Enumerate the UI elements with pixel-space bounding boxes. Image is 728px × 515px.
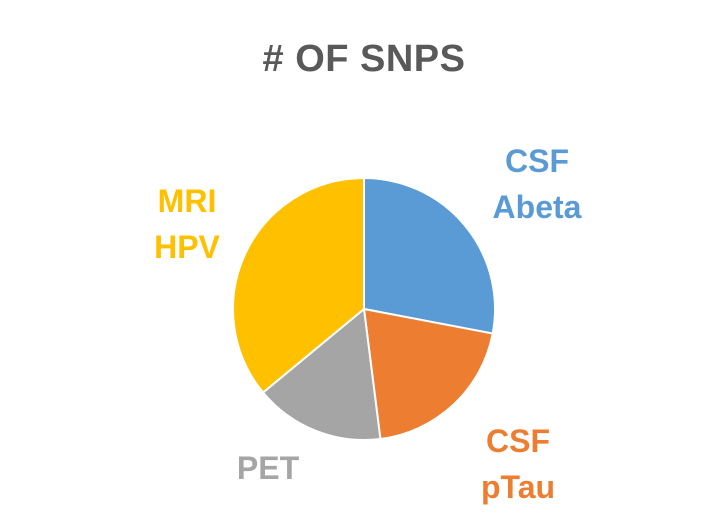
slice-label-pet: PET <box>213 445 323 491</box>
slice-label-line: MRI <box>157 183 217 219</box>
slice-label-mri-hpv: MRI HPV <box>132 178 242 270</box>
pie-slice-csf-abeta <box>363 176 496 335</box>
slice-label-line: CSF <box>486 423 550 459</box>
slice-label-line: Abeta <box>492 189 582 225</box>
slice-label-line: pTau <box>480 469 556 505</box>
pie-slice-csf-ptau <box>362 307 494 441</box>
pie-slice-pet <box>261 307 382 441</box>
slice-label-line: HPV <box>154 229 220 265</box>
pie-slice-mri-hpv <box>232 176 365 394</box>
slice-label-line: CSF <box>505 143 569 179</box>
chart-title: # OF SNPS <box>262 38 466 80</box>
slice-label-csf-abeta: CSF Abeta <box>482 138 592 230</box>
slice-label-csf-ptau: CSF pTau <box>463 418 573 510</box>
slice-label-line: PET <box>236 450 300 486</box>
